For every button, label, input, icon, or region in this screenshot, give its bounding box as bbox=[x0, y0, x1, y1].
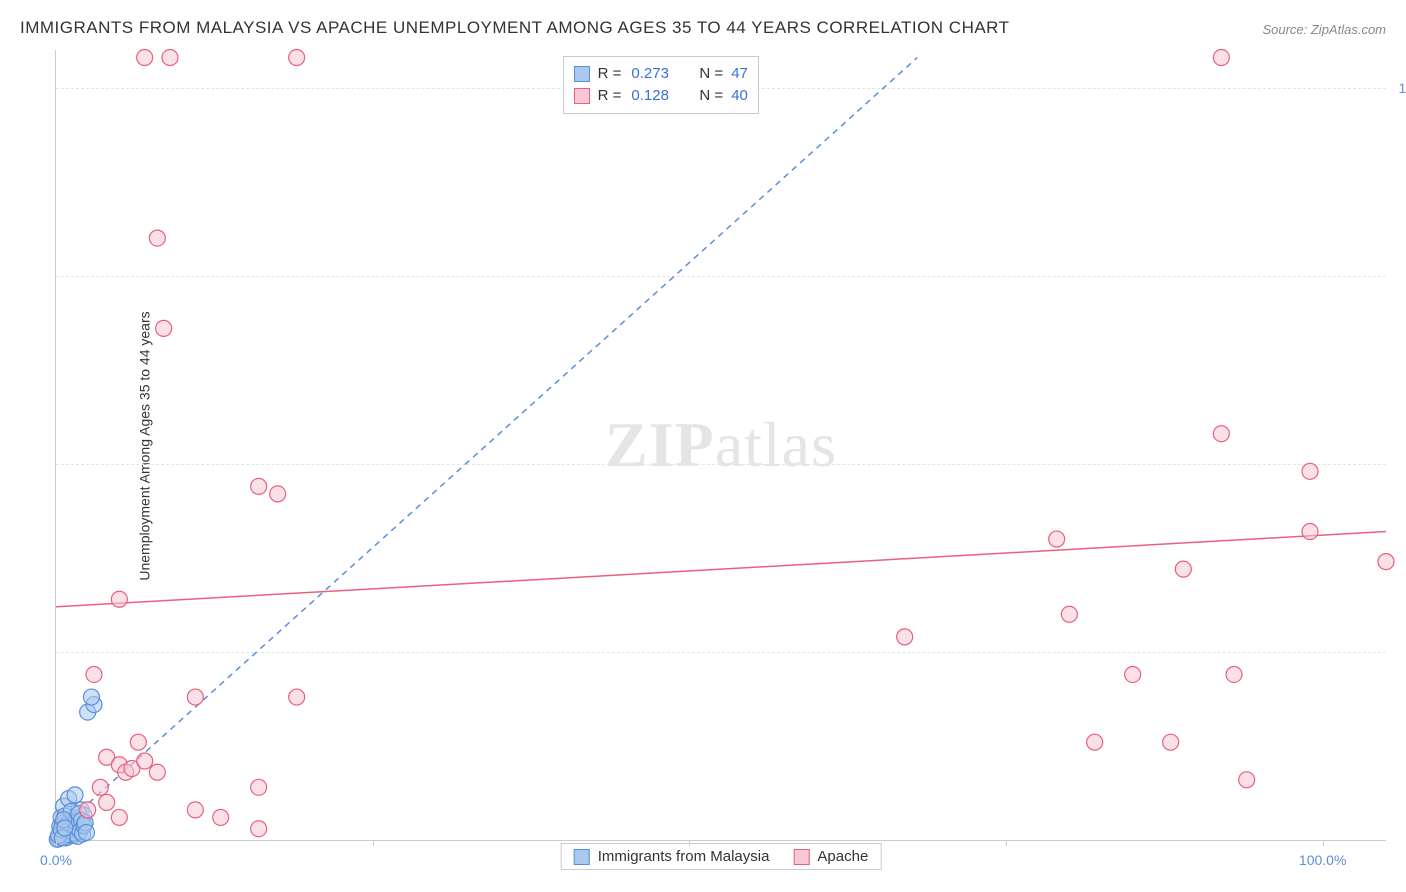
legend-swatch bbox=[793, 849, 809, 865]
data-point bbox=[187, 689, 203, 705]
data-point bbox=[1049, 531, 1065, 547]
data-point bbox=[149, 230, 165, 246]
data-point bbox=[1213, 50, 1229, 66]
y-tick-label: 100.0% bbox=[1399, 80, 1406, 96]
data-point bbox=[156, 320, 172, 336]
x-tick-label: 0.0% bbox=[40, 852, 72, 868]
data-point bbox=[149, 764, 165, 780]
data-point bbox=[251, 478, 267, 494]
data-point bbox=[92, 779, 108, 795]
legend-item: Apache bbox=[793, 848, 868, 865]
data-point bbox=[1061, 606, 1077, 622]
data-point bbox=[162, 50, 178, 66]
legend-swatch bbox=[574, 88, 590, 104]
legend-label: Apache bbox=[817, 848, 868, 865]
data-point bbox=[83, 689, 99, 705]
source-label: Source: ZipAtlas.com bbox=[1262, 22, 1386, 37]
data-point bbox=[1378, 554, 1394, 570]
data-point bbox=[137, 753, 153, 769]
data-point bbox=[1163, 734, 1179, 750]
data-point bbox=[897, 629, 913, 645]
x-tick bbox=[373, 840, 374, 846]
series-legend: Immigrants from Malaysia Apache bbox=[561, 843, 882, 870]
data-point bbox=[1125, 666, 1141, 682]
data-point bbox=[289, 50, 305, 66]
data-point bbox=[1302, 463, 1318, 479]
data-point bbox=[1239, 772, 1255, 788]
data-point bbox=[1175, 561, 1191, 577]
legend-item: Immigrants from Malaysia bbox=[574, 848, 770, 865]
legend-row: R = 0.273 N = 47 bbox=[574, 63, 748, 85]
data-point bbox=[1213, 426, 1229, 442]
x-tick bbox=[689, 840, 690, 846]
data-point bbox=[187, 802, 203, 818]
n-value: 40 bbox=[731, 85, 748, 107]
data-point bbox=[251, 821, 267, 837]
data-point bbox=[213, 809, 229, 825]
data-point bbox=[99, 794, 115, 810]
x-tick bbox=[56, 840, 57, 846]
chart-container: IMMIGRANTS FROM MALAYSIA VS APACHE UNEMP… bbox=[0, 0, 1406, 892]
data-point bbox=[270, 486, 286, 502]
data-point bbox=[111, 809, 127, 825]
plot-area: ZIPatlas 25.0%50.0%75.0%100.0% R =0.273N… bbox=[55, 50, 1386, 841]
x-tick-label: 100.0% bbox=[1299, 852, 1346, 868]
data-point bbox=[86, 666, 102, 682]
legend-label: Immigrants from Malaysia bbox=[598, 848, 770, 865]
data-point bbox=[1302, 524, 1318, 540]
n-value: 47 bbox=[731, 63, 748, 85]
data-point bbox=[111, 591, 127, 607]
x-tick bbox=[1006, 840, 1007, 846]
legend-swatch bbox=[574, 66, 590, 82]
data-point bbox=[137, 50, 153, 66]
data-point bbox=[80, 802, 96, 818]
data-point bbox=[130, 734, 146, 750]
legend-swatch bbox=[574, 849, 590, 865]
n-label: N = bbox=[699, 63, 723, 85]
n-label: N = bbox=[699, 85, 723, 107]
data-point bbox=[78, 824, 94, 840]
x-tick bbox=[1323, 840, 1324, 846]
data-point bbox=[67, 787, 83, 803]
data-point bbox=[1087, 734, 1103, 750]
scatter-svg bbox=[56, 50, 1386, 840]
legend-row: R = 0.128 N = 40 bbox=[574, 85, 748, 107]
r-value: 0.273 bbox=[631, 63, 683, 85]
chart-title: IMMIGRANTS FROM MALAYSIA VS APACHE UNEMP… bbox=[20, 18, 1010, 38]
r-value: 0.128 bbox=[631, 85, 683, 107]
data-point bbox=[57, 820, 73, 836]
correlation-legend: R = 0.273 N = 47 R = 0.128 N = 40 bbox=[563, 56, 759, 114]
r-label: R = bbox=[598, 85, 622, 107]
data-point bbox=[289, 689, 305, 705]
trend-line bbox=[56, 58, 917, 833]
data-point bbox=[251, 779, 267, 795]
r-label: R = bbox=[598, 63, 622, 85]
data-point bbox=[1226, 666, 1242, 682]
